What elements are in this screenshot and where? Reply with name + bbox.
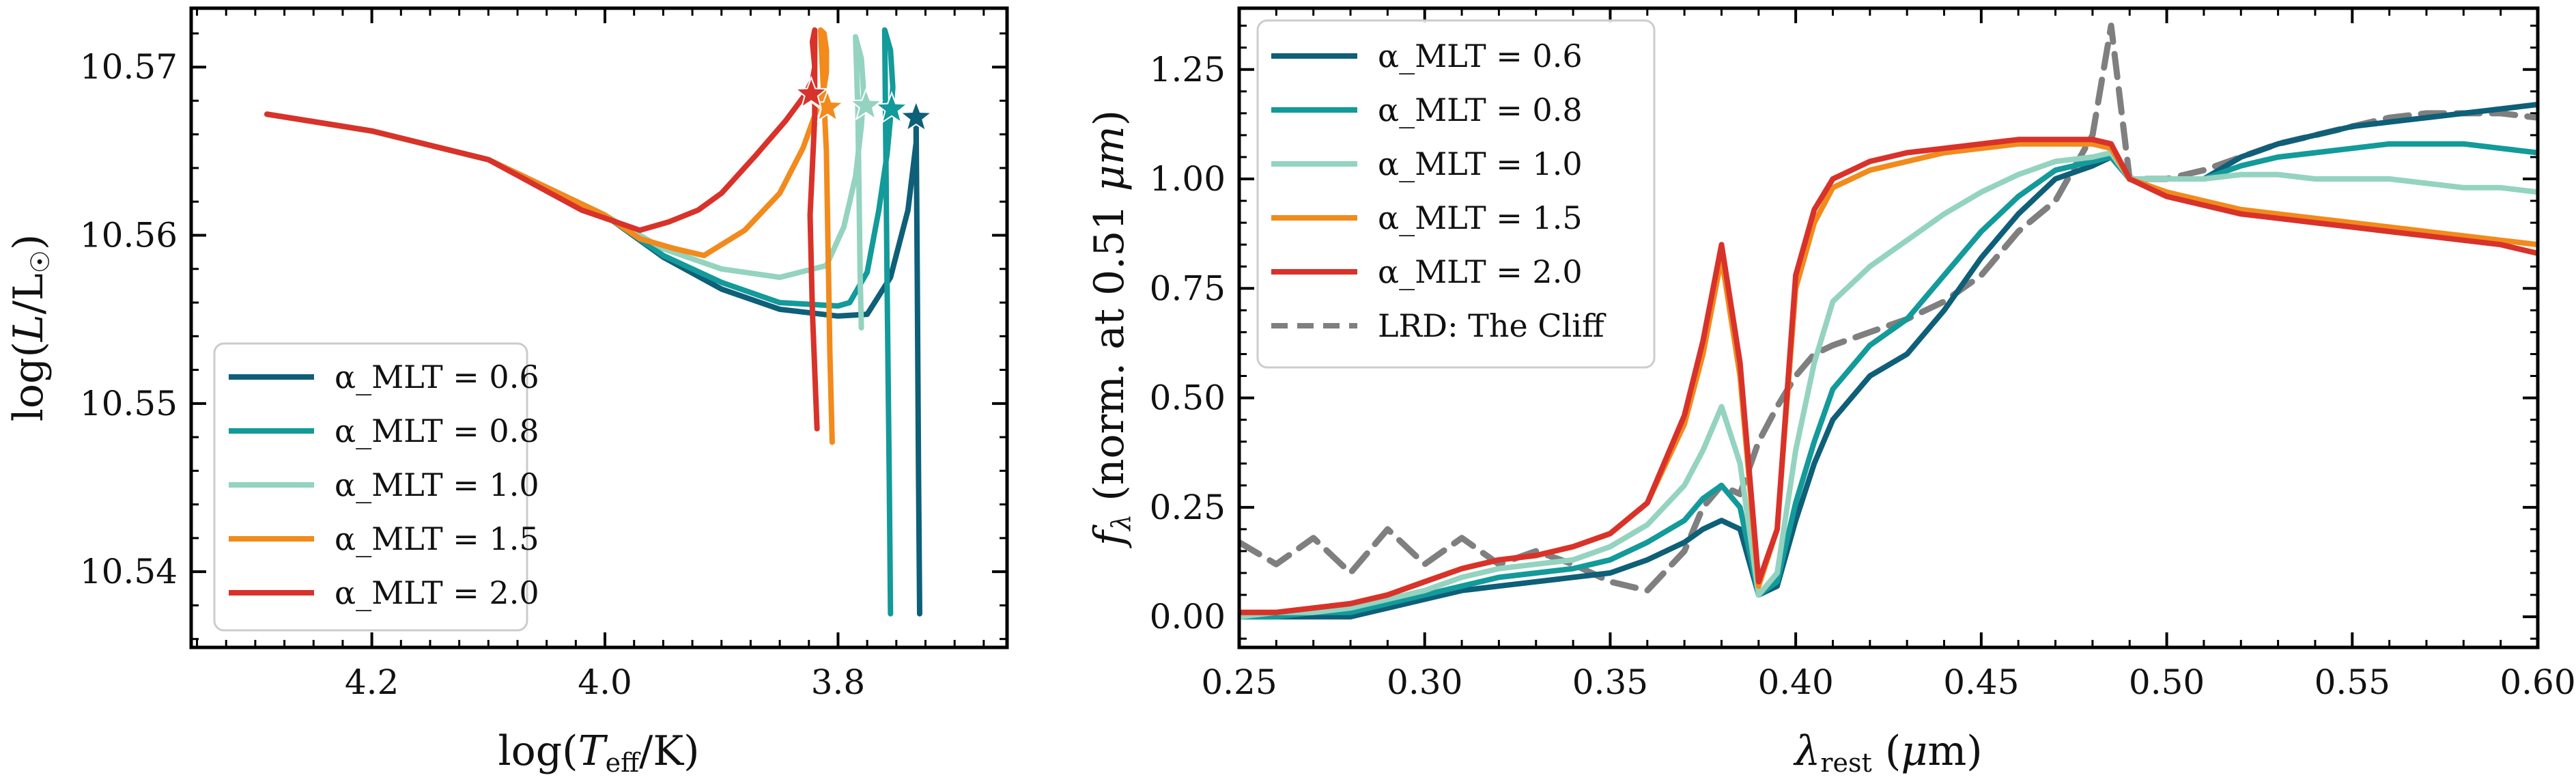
spectra-panel: 0.25 0.30 0.35 0.40 0.45 0.50 0.55 0.60 0.00 0.25… <box>1086 6 2576 778</box>
model-spectrum-line <box>1239 137 2538 615</box>
legend-label: α_MLT = 0.8 <box>1378 92 1583 128</box>
legend-label: α_MLT = 1.5 <box>1378 199 1583 236</box>
hr-star-markers <box>793 75 934 132</box>
hr-legend-box <box>213 342 528 632</box>
model-spectrum-line <box>1239 150 2538 620</box>
hr-y-tick-label: 10.54 <box>80 552 178 591</box>
hr-tick-labels: 4.2 4.0 3.8 10.54 10.55 10.56 10.57 <box>80 47 865 702</box>
spectra-y-tick-label: 1.00 <box>1150 159 1226 199</box>
spectra-plot-frame <box>1237 6 2540 649</box>
hr-y-tick-label: 10.56 <box>80 216 178 255</box>
hr-diagram-panel: 4.2 4.0 3.8 10.54 10.55 10.56 10.57 log(Teff/K… <box>5 6 1009 778</box>
spectra-y-tick-label: 0.25 <box>1150 488 1226 527</box>
spectra-y-axis-title: fλ (norm. at 0.51 μm) <box>1086 110 1136 548</box>
spectra-x-tick-label: 0.35 <box>1572 662 1648 702</box>
zams-star-marker <box>848 87 884 121</box>
hr-track-line <box>264 27 835 445</box>
model-spectrum-line <box>1239 102 2538 620</box>
spectra-x-tick-label: 0.25 <box>1201 662 1277 702</box>
spectra-y-tick-label: 0.75 <box>1150 268 1226 308</box>
spectra-x-axis-title: λrest (μm) <box>1793 727 1982 778</box>
hr-tracks <box>264 27 922 617</box>
spectra-y-tick-label: 0.00 <box>1150 597 1226 636</box>
legend-label: α_MLT = 0.6 <box>1378 38 1583 74</box>
spectra-x-tick-label: 0.40 <box>1757 662 1833 702</box>
hr-x-tick-label: 4.2 <box>345 662 399 702</box>
hr-y-tick-label: 10.55 <box>80 384 178 423</box>
legend-label: α_MLT = 0.6 <box>335 359 539 395</box>
legend-label: α_MLT = 0.8 <box>335 412 539 449</box>
legend-label: α_MLT = 2.0 <box>335 574 539 611</box>
spectra-x-tick-label: 0.55 <box>2315 662 2390 702</box>
spectra-tick-labels: 0.25 0.30 0.35 0.40 0.45 0.50 0.55 0.60 0.00 0.25… <box>1150 50 2576 702</box>
spectra-legend: α_MLT = 0.6 α_MLT = 0.8 α_MLT = 1.0 α_MLT =… <box>1256 19 1656 369</box>
spectra-lines <box>1239 23 2538 620</box>
zams-star-marker <box>793 75 829 109</box>
legend-label: α_MLT = 1.5 <box>335 520 539 557</box>
hr-x-axis-title: log(Teff/K) <box>498 727 699 778</box>
hr-x-tick-label: 4.0 <box>578 662 632 702</box>
zams-star-marker <box>898 99 934 132</box>
spectra-x-tick-label: 0.45 <box>1943 662 2019 702</box>
hr-legend: α_MLT = 0.6 α_MLT = 0.8 α_MLT = 1.0 α_MLT =… <box>213 342 539 632</box>
hr-y-axis-title: log(L/L☉) <box>5 234 55 422</box>
legend-label: α_MLT = 1.0 <box>1378 145 1583 182</box>
hr-track-line <box>264 27 820 432</box>
model-spectrum-line <box>1239 141 2538 620</box>
hr-plot-frame <box>189 6 1009 649</box>
legend-label: α_MLT = 1.0 <box>335 466 539 503</box>
hr-y-tick-label: 10.57 <box>80 47 178 87</box>
hr-x-tick-label: 3.8 <box>811 662 866 702</box>
spectra-x-tick-label: 0.60 <box>2500 662 2575 702</box>
legend-label: LRD: The Cliff <box>1378 307 1607 344</box>
zams-star-marker <box>874 90 909 124</box>
spectra-x-tick-label: 0.30 <box>1387 662 1462 702</box>
spectra-y-tick-label: 1.25 <box>1150 50 1226 89</box>
spectra-y-tick-label: 0.50 <box>1150 378 1226 418</box>
spectra-x-tick-label: 0.50 <box>2129 662 2205 702</box>
legend-label: α_MLT = 2.0 <box>1378 253 1583 290</box>
